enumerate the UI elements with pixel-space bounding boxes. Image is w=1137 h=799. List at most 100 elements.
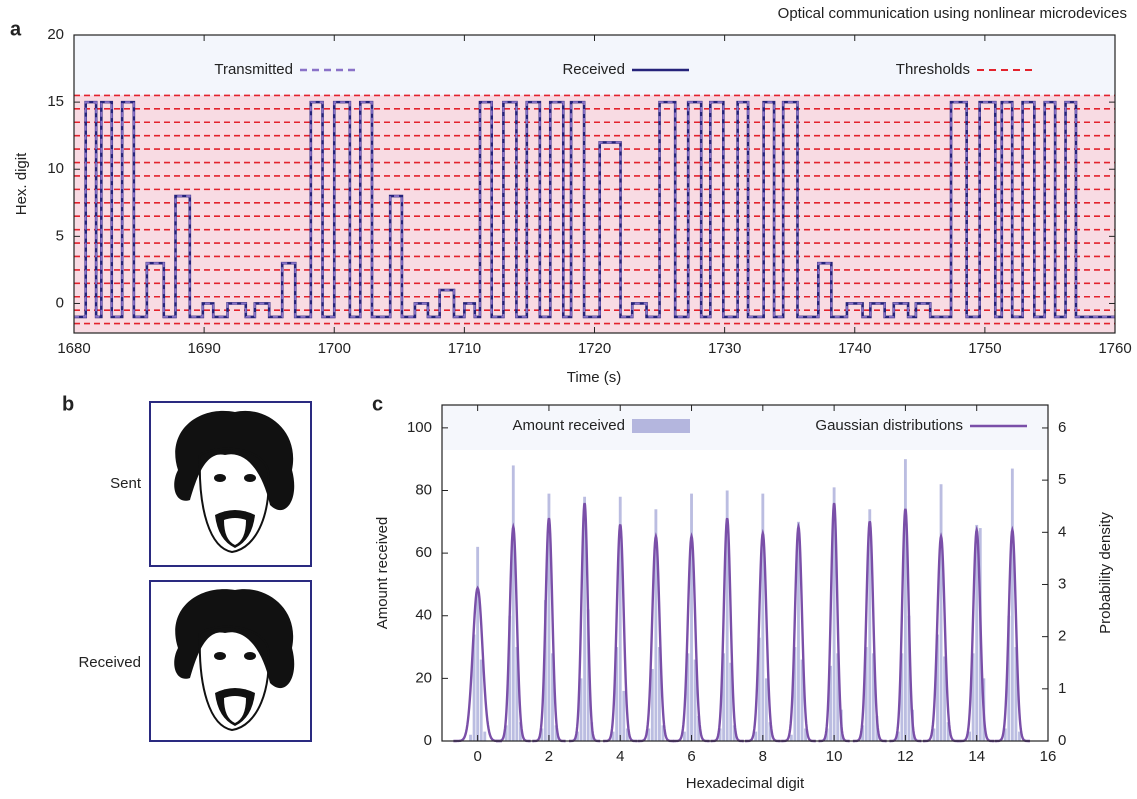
histogram-bar xyxy=(690,493,693,741)
histogram-bar xyxy=(615,647,619,741)
y-tick-label: 100 xyxy=(407,419,432,436)
y2-tick-label: 2 xyxy=(1058,628,1066,645)
gaussian-curve xyxy=(744,528,781,743)
y2-tick-label: 5 xyxy=(1058,471,1066,488)
x-tick-label: 10 xyxy=(826,748,843,765)
y-tick-label: 0 xyxy=(56,294,64,311)
histogram-bar xyxy=(647,728,651,741)
histogram-bar xyxy=(654,509,658,741)
histogram-bar xyxy=(903,459,907,741)
x-tick-label: 1760 xyxy=(1098,340,1131,357)
y-tick-label: 80 xyxy=(415,481,432,498)
gaussian-curve xyxy=(673,532,710,743)
gaussian-curve xyxy=(852,521,887,743)
gaussian-curve xyxy=(959,525,995,743)
histogram-bar xyxy=(757,637,761,741)
histogram-bar xyxy=(864,647,868,741)
histogram-bar xyxy=(1018,731,1021,741)
histogram-bar xyxy=(789,734,793,741)
plot-frame xyxy=(73,34,1116,334)
x-tick-label: 1740 xyxy=(838,340,871,357)
histogram-bar xyxy=(472,634,476,741)
y2-tick-label: 0 xyxy=(1058,732,1066,749)
histogram-bar xyxy=(479,659,483,741)
histogram-bar xyxy=(836,653,840,741)
panel-label: b xyxy=(62,393,74,415)
x-tick-label: 8 xyxy=(759,748,767,765)
histogram-bar xyxy=(693,659,697,741)
gaussian-curve xyxy=(889,508,922,743)
histogram-bar xyxy=(504,725,508,741)
y-tick-label: 0 xyxy=(424,732,432,749)
y2-tick-label: 4 xyxy=(1058,523,1066,540)
y-tick-label: 5 xyxy=(56,227,64,244)
y-tick-label: 10 xyxy=(47,160,64,177)
histogram-bar xyxy=(611,731,615,741)
histogram-bar xyxy=(764,678,768,741)
histogram-bar xyxy=(868,509,872,741)
panel-label: c xyxy=(372,393,383,415)
histogram-bar xyxy=(483,731,487,741)
histogram-bar xyxy=(768,722,772,741)
histogram-bar xyxy=(871,653,875,741)
legend-label: Gaussian distributions xyxy=(815,417,963,434)
y-tick-label: 20 xyxy=(415,669,432,686)
histogram-bar xyxy=(540,728,544,741)
histogram-bar xyxy=(697,715,701,741)
x-axis-title: Time (s) xyxy=(567,369,621,386)
histogram-bar xyxy=(511,465,515,741)
gaussian-curve xyxy=(710,517,744,743)
y2-tick-label: 6 xyxy=(1058,419,1066,436)
histogram-bar xyxy=(971,653,975,741)
histogram-bar xyxy=(825,728,829,741)
image-caption: Sent xyxy=(110,475,142,492)
histogram-bar xyxy=(900,653,904,741)
x-tick-label: 1750 xyxy=(968,340,1001,357)
y-tick-label: 20 xyxy=(47,26,64,43)
plot-frame xyxy=(441,404,1049,742)
x-tick-label: 1680 xyxy=(57,340,90,357)
histogram-bar xyxy=(797,521,800,741)
sent-image xyxy=(149,401,312,567)
histogram-bar xyxy=(829,665,832,741)
y-axis-title: Amount received xyxy=(374,517,391,630)
histogram-bar xyxy=(650,668,654,741)
histogram-bar xyxy=(469,734,472,741)
histogram-bar xyxy=(583,496,587,741)
gaussian-curve xyxy=(818,502,850,743)
gaussian-curve xyxy=(994,525,1030,743)
y2-tick-label: 1 xyxy=(1058,680,1066,697)
histogram-bar xyxy=(793,647,797,741)
histogram-bar xyxy=(975,524,979,741)
y2-axis-title: Probability density xyxy=(1097,512,1114,634)
gaussian-curve xyxy=(637,532,675,743)
x-tick-label: 14 xyxy=(968,748,985,765)
histogram-bar xyxy=(729,662,733,741)
histogram-bar xyxy=(543,600,547,741)
x-tick-label: 6 xyxy=(687,748,695,765)
y-tick-label: 15 xyxy=(47,93,64,110)
gaussian-curve xyxy=(603,524,638,743)
histogram-bar xyxy=(618,496,622,741)
gaussian-curve xyxy=(532,517,566,743)
signal-line xyxy=(74,101,1115,318)
histogram-bar xyxy=(622,690,626,741)
histogram-bar xyxy=(576,731,579,741)
received-image xyxy=(149,580,312,742)
histogram-bar xyxy=(932,728,936,741)
histogram-bar xyxy=(832,487,836,741)
histogram-bar xyxy=(1007,615,1011,741)
legend-band xyxy=(442,405,1048,450)
x-tick-label: 1690 xyxy=(187,340,220,357)
histogram-bar xyxy=(943,656,947,741)
histogram-bar xyxy=(946,722,950,741)
histogram-bar xyxy=(625,728,629,741)
histogram-bar xyxy=(804,728,808,741)
y2-tick-label: 3 xyxy=(1058,575,1066,592)
histogram-bar xyxy=(551,653,554,741)
histogram-bar xyxy=(896,731,900,741)
gaussian-curve xyxy=(922,532,960,743)
histogram-bar xyxy=(579,678,583,741)
x-tick-label: 2 xyxy=(545,748,553,765)
